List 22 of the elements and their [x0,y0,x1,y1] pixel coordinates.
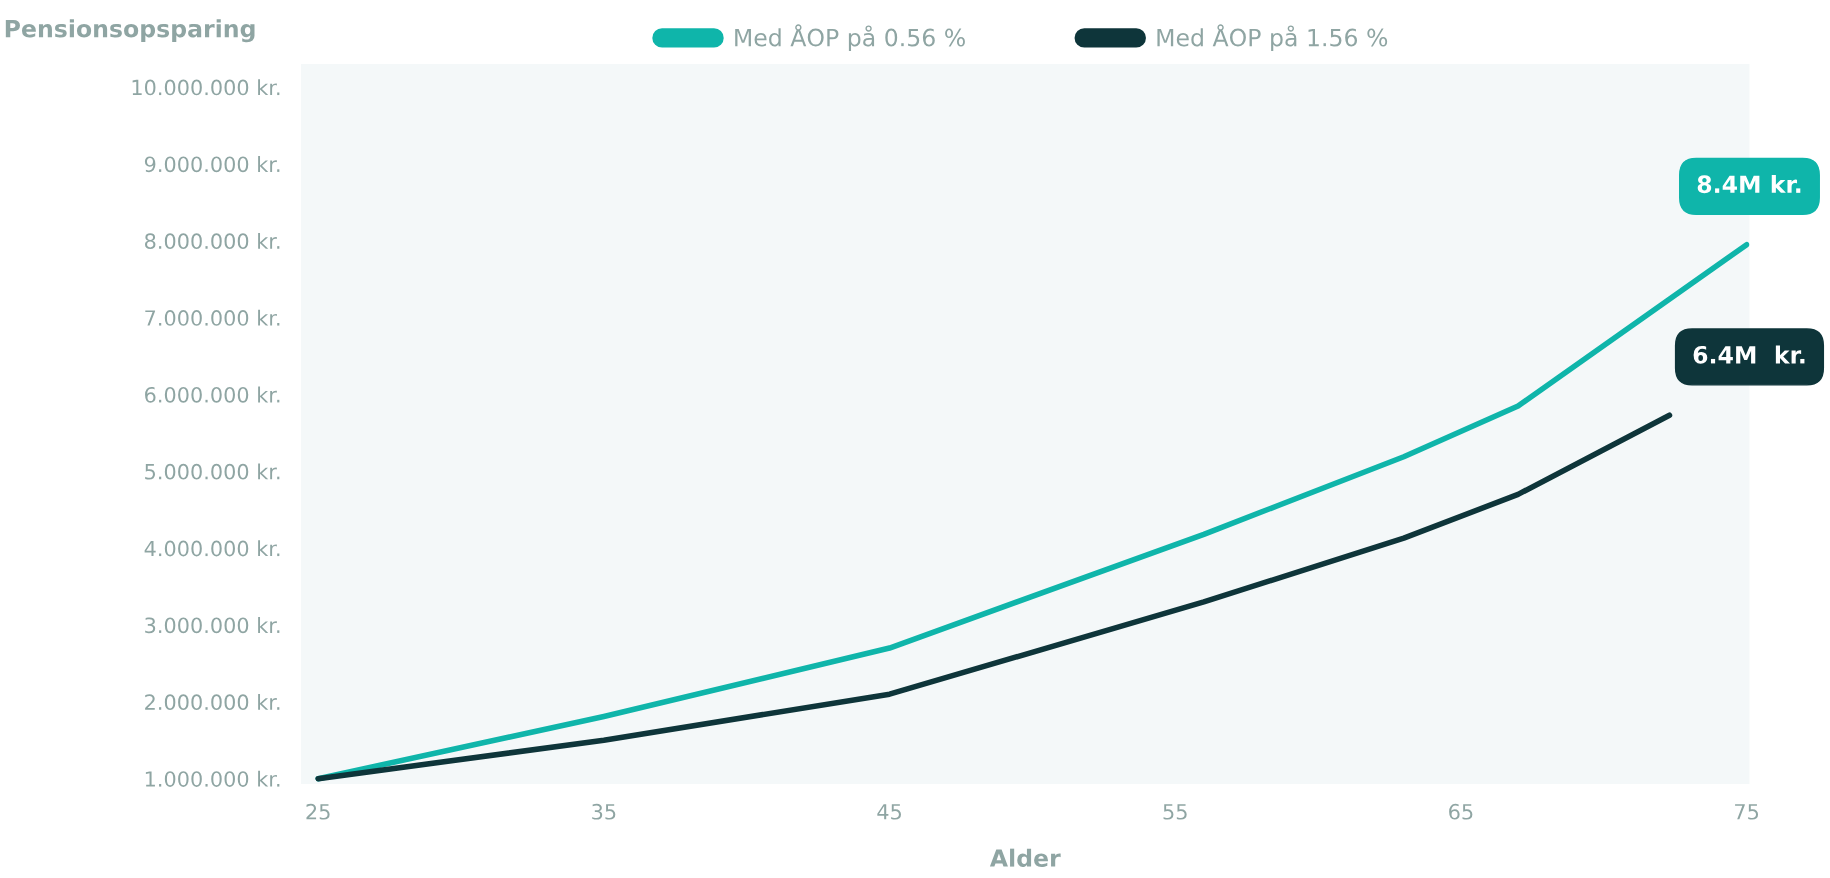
y-tick-label: 1.000.000 kr. [145,770,280,787]
y-tick-label: 2.000.000 kr. [145,693,280,711]
y-tick-label: 5.000.000 kr. [145,463,280,480]
x-tick-label: 45 [877,804,901,820]
x-tick-label: 55 [1163,804,1187,820]
annotation: 8.4M kr. [1697,174,1801,194]
x-tick-label: 25 [306,803,330,820]
y-tick-label: 4.000.000 kr. [144,540,280,557]
y-tick-label: 6.000.000 kr. [145,386,280,403]
y-tick-label: 8.000.000 kr. [145,232,280,250]
x-tick-label: 75 [1735,804,1759,820]
x-axis-title: Alder [989,848,1061,867]
chart-title: Pensionsopsparing [5,19,255,43]
x-tick-label: 65 [1449,803,1473,820]
legend-label: Med ÅOP på 0.56 % [735,24,965,52]
y-tick-label: 9.000.000 kr. [144,156,280,173]
legend-label: Med ÅOP på 1.56 % [1157,24,1388,52]
annotation: 6.4M kr. [1693,345,1805,364]
y-tick-label: 3.000.000 kr. [145,617,280,634]
y-tick-label: 7.000.000 kr. [145,309,280,326]
x-tick-label: 35 [592,803,616,820]
y-tick-label: 10.000.000 kr. [132,79,280,96]
